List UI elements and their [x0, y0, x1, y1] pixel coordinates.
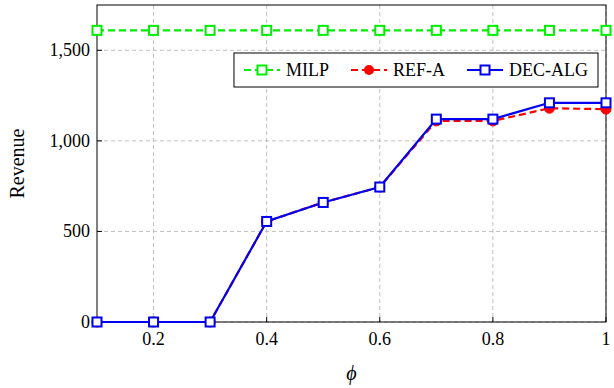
grid-line	[153, 5, 154, 322]
point	[602, 26, 611, 35]
point	[149, 318, 158, 327]
plot-area	[92, 26, 611, 327]
tick-label: 500	[63, 221, 90, 241]
point	[545, 26, 554, 35]
point	[206, 318, 215, 327]
grid-line	[97, 140, 606, 141]
series-line	[97, 103, 606, 322]
legend-marker	[364, 65, 374, 75]
grid-line	[97, 231, 606, 232]
tick-label: 1,000	[50, 131, 91, 151]
point	[545, 98, 554, 107]
tick	[492, 317, 493, 322]
legend-label: MILP	[286, 60, 329, 80]
background	[0, 0, 614, 388]
point	[262, 217, 271, 226]
tick-label: 0.2	[142, 329, 165, 349]
point	[488, 26, 497, 35]
tick-label: 0.8	[482, 329, 505, 349]
point	[92, 317, 102, 327]
legend: MILP REF-A DEC-ALG	[234, 53, 598, 87]
legend-marker	[257, 66, 266, 75]
point	[319, 198, 328, 207]
tick-label: 1	[602, 329, 611, 349]
tick-label: 1,500	[50, 40, 91, 60]
series-line	[97, 108, 606, 322]
x-axis-label: ϕ	[346, 362, 356, 385]
point	[375, 182, 385, 192]
tick-label: 0.6	[369, 329, 392, 349]
point	[375, 26, 384, 35]
point	[205, 317, 215, 327]
point	[318, 197, 328, 207]
point	[432, 115, 441, 124]
point	[262, 26, 271, 35]
series-line	[97, 29, 606, 31]
tick	[266, 317, 267, 322]
point	[149, 26, 158, 35]
tick-label: 0	[81, 312, 90, 332]
point	[206, 26, 215, 35]
point	[93, 318, 102, 327]
point	[93, 26, 102, 35]
legend-label: REF-A	[393, 60, 445, 80]
tick	[97, 50, 102, 51]
tick	[97, 231, 102, 232]
y-axis-label: Revenue	[6, 128, 28, 198]
point	[319, 26, 328, 35]
point	[149, 317, 159, 327]
tick	[97, 140, 102, 141]
point	[602, 98, 611, 107]
tick-label: 0.4	[255, 329, 278, 349]
point	[488, 115, 497, 124]
chart: 0 500 1,000 1,500 0.2 0.4 0.6 0.8 1 ϕ Revenue MILP R…	[0, 0, 614, 388]
point	[262, 216, 272, 226]
grid-line	[97, 50, 606, 51]
legend-label: DEC-ALG	[509, 60, 588, 80]
point	[375, 183, 384, 192]
tick	[379, 317, 380, 322]
legend-marker	[481, 66, 490, 75]
point	[432, 26, 441, 35]
plot-frame	[97, 5, 606, 322]
legend-box	[234, 53, 598, 87]
